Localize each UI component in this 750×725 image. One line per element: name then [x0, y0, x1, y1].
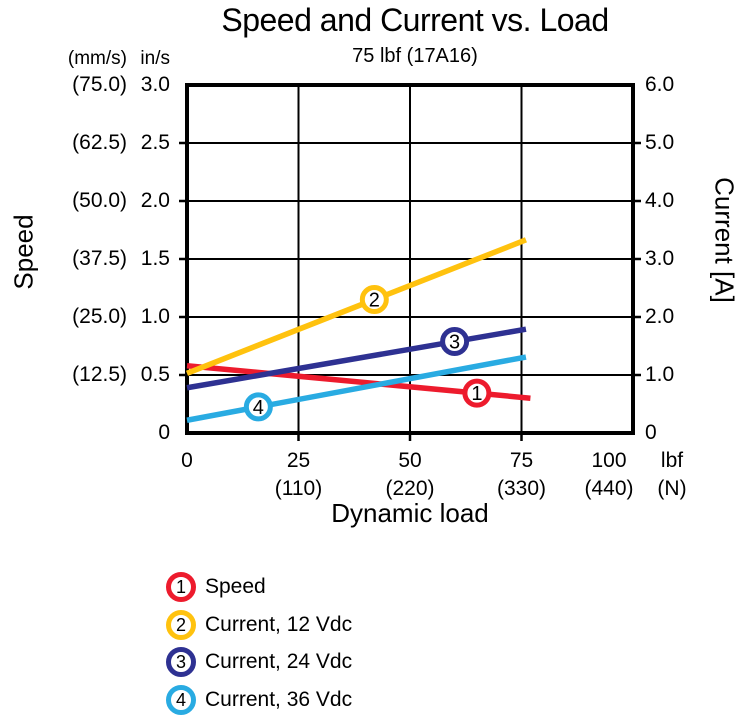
- series-line-3: [186, 326, 527, 391]
- legend-marker-3: 3: [166, 647, 196, 677]
- y-left-tick-mms: (62.5): [72, 131, 127, 154]
- y-left-tick-ins: 2.0: [140, 189, 170, 212]
- x-tick-primary: 75: [509, 449, 534, 472]
- legend-label: Current, 24 Vdc: [205, 650, 353, 673]
- series-marker-3: [440, 327, 470, 357]
- legend-label: Speed: [205, 575, 266, 598]
- x-axis-unit-lbf: lbf: [660, 449, 684, 472]
- x-axis-title: Dynamic load: [331, 498, 489, 528]
- x-tick-primary: 25: [286, 449, 311, 472]
- y-right-tick: 0: [645, 421, 657, 444]
- series-marker-number-4: 4: [253, 397, 264, 419]
- y-left-tick-mms: (12.5): [72, 363, 127, 386]
- y-left-tick-mms: (25.0): [72, 305, 127, 328]
- legend-item-3: 3 Current, 24 Vdc: [166, 647, 352, 677]
- x-tick-primary: 100: [591, 449, 627, 472]
- series-marker-number-2: 2: [369, 290, 380, 312]
- legend-item-4: 4 Current, 36 Vdc: [166, 684, 353, 715]
- y-left-unit-mms: (mm/s): [67, 48, 127, 69]
- y-right-tick: 3.0: [645, 247, 675, 270]
- x-tick-secondary: (110): [274, 477, 323, 500]
- series-marker-number-1: 1: [471, 383, 482, 405]
- y-right-tick: 1.0: [645, 363, 675, 386]
- series-marker-number-3: 3: [449, 332, 460, 354]
- y-left-tick-ins: 1.5: [140, 247, 170, 270]
- x-tick-secondary: (220): [385, 477, 435, 500]
- plot-border: [185, 83, 635, 435]
- y-left-tick-ins: 1.0: [140, 305, 170, 328]
- y-left-tick-mms: (50.0): [72, 189, 127, 212]
- x-tick-secondary: (330): [496, 477, 547, 500]
- legend-marker-1: 1: [166, 572, 196, 602]
- x-axis-unit-n: (N): [657, 477, 687, 500]
- y-left-tick-mms: (75.0): [72, 73, 127, 96]
- legend-label: Current, 36 Vdc: [205, 687, 353, 711]
- y-left-tick-ins: 0: [158, 421, 170, 444]
- legend-item-1: 1 Speed: [166, 572, 266, 602]
- y-left-unit-ins: in/s: [140, 48, 170, 69]
- series-marker-4: [243, 392, 273, 422]
- y-right-tick: 6.0: [645, 73, 675, 96]
- chart-title: Speed and Current vs. Load: [221, 2, 609, 38]
- series-line-4: [186, 354, 527, 423]
- legend-marker-4: 4: [166, 684, 196, 715]
- x-tick-primary: 0: [181, 449, 193, 472]
- y-right-tick: 2.0: [645, 305, 675, 328]
- y-left-tick-mms: (37.5): [72, 247, 127, 270]
- legend-marker-2: 2: [166, 609, 196, 640]
- y-left-tick-ins: 2.5: [140, 131, 170, 154]
- y-right-tick: 5.0: [645, 131, 675, 154]
- y-left-tick-ins: 0.5: [140, 363, 170, 386]
- x-tick-secondary: (440): [584, 477, 634, 500]
- legend-item-2: 2 Current, 12 Vdc: [166, 609, 353, 640]
- legend-label: Current, 12 Vdc: [205, 612, 353, 636]
- series-marker-2: [359, 285, 389, 315]
- y-right-tick: 4.0: [645, 189, 675, 212]
- series-line-2: [185, 237, 527, 376]
- y-left-tick-ins: 3.0: [140, 73, 170, 96]
- x-tick-primary: 50: [398, 449, 422, 472]
- chart-subtitle: 75 lbf (17A16): [352, 45, 478, 67]
- series-marker-1: [462, 378, 492, 408]
